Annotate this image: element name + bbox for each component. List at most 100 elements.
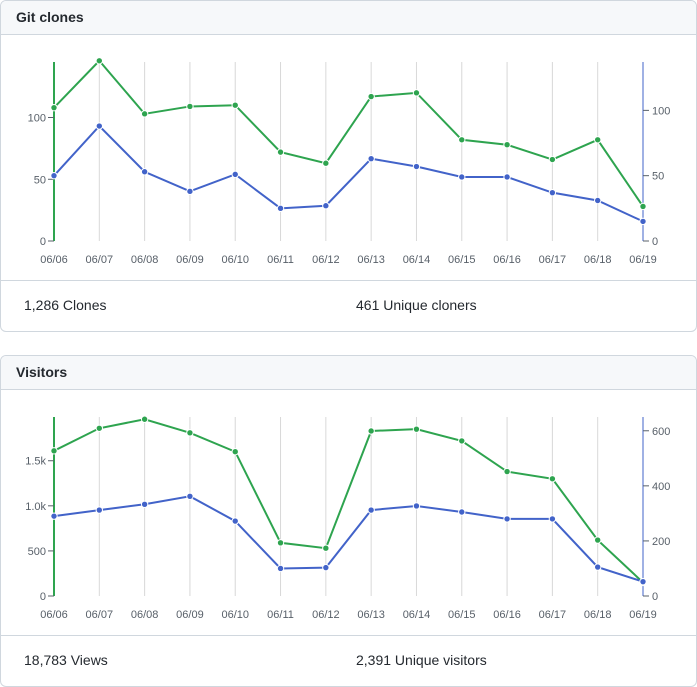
data-point[interactable] [50, 447, 58, 455]
x-tick-label: 06/14 [403, 609, 431, 621]
data-point[interactable] [50, 171, 58, 180]
left-tick-label: 500 [28, 546, 46, 558]
left-tick-label: 100 [28, 113, 46, 125]
clones-title: Git clones [1, 1, 696, 35]
data-point[interactable] [503, 515, 511, 523]
x-tick-label: 06/08 [131, 609, 159, 621]
data-point[interactable] [639, 577, 647, 586]
data-point[interactable] [140, 168, 149, 176]
data-point[interactable] [412, 162, 421, 171]
clones-total: 1,286 Clones [24, 297, 107, 313]
x-tick-label: 06/18 [584, 609, 612, 621]
data-point[interactable] [458, 437, 466, 445]
right-tick-label: 400 [652, 481, 670, 493]
data-point[interactable] [639, 217, 647, 226]
data-point[interactable] [231, 448, 239, 456]
data-point[interactable] [95, 57, 104, 65]
x-tick-label: 06/09 [176, 254, 204, 266]
visitors-chart: 0 500 1.0k 1.5k 0 200 400 600 06/06 06/07 06/08 06/… [25, 415, 670, 621]
data-point[interactable] [503, 141, 511, 149]
data-point[interactable] [95, 424, 104, 432]
data-point[interactable] [458, 508, 466, 516]
right-tick-label: 0 [652, 236, 658, 248]
x-tick-label: 06/14 [403, 254, 431, 266]
x-tick-label: 06/12 [312, 609, 340, 621]
data-point[interactable] [458, 136, 466, 144]
x-tick-label: 06/19 [629, 254, 657, 266]
left-tick-label: 0 [40, 591, 46, 603]
x-tick-label: 06/10 [221, 254, 249, 266]
data-point[interactable] [322, 202, 330, 210]
x-tick-label: 06/16 [493, 254, 521, 266]
left-tick-label: 1.0k [25, 501, 46, 513]
right-tick-label: 0 [652, 591, 658, 603]
x-tick-label: 06/09 [176, 609, 204, 621]
x-tick-label: 06/17 [539, 254, 567, 266]
x-tick-label: 06/17 [539, 609, 567, 621]
data-point[interactable] [276, 539, 285, 547]
x-tick-label: 06/11 [267, 254, 294, 266]
data-point[interactable] [639, 202, 647, 211]
data-point[interactable] [412, 89, 421, 97]
clones-unique: 461 Unique cloners [356, 297, 477, 313]
x-tick-label: 06/13 [357, 254, 385, 266]
right-tick-label: 200 [652, 536, 670, 548]
data-point[interactable] [231, 517, 239, 525]
x-tick-label: 06/06 [40, 609, 68, 621]
visitors-summary: 18,783 Views 2,391 Unique visitors [1, 635, 696, 686]
data-point[interactable] [276, 204, 285, 213]
data-point[interactable] [186, 429, 194, 437]
visitors-panel: Visitors 0 500 1.0k 1.5k 0 200 400 600 06/06 06/0… [0, 355, 697, 687]
data-point[interactable] [140, 415, 149, 423]
data-point[interactable] [95, 122, 104, 130]
data-point[interactable] [186, 492, 194, 501]
x-tick-label: 06/13 [357, 609, 385, 621]
data-point[interactable] [593, 196, 602, 205]
data-point[interactable] [186, 187, 194, 196]
data-point[interactable] [367, 154, 375, 163]
data-point[interactable] [276, 148, 285, 156]
data-point[interactable] [593, 563, 602, 571]
data-point[interactable] [140, 110, 149, 118]
data-point[interactable] [231, 101, 239, 109]
data-point[interactable] [276, 564, 285, 573]
right-tick-label: 100 [652, 105, 670, 117]
x-tick-label: 06/18 [584, 254, 612, 266]
data-point[interactable] [503, 467, 511, 476]
data-point[interactable] [458, 173, 466, 181]
data-point[interactable] [412, 502, 421, 510]
data-point[interactable] [503, 173, 511, 181]
x-tick-label: 06/11 [267, 609, 294, 621]
left-tick-label: 50 [34, 174, 46, 186]
visitors-title: Visitors [1, 356, 696, 390]
x-tick-label: 06/06 [40, 254, 68, 266]
data-point[interactable] [367, 92, 375, 101]
data-point[interactable] [50, 512, 58, 520]
series-line [53, 495, 644, 583]
data-point[interactable] [367, 427, 375, 435]
clones-summary: 1,286 Clones 461 Unique cloners [1, 280, 696, 331]
data-point[interactable] [50, 103, 58, 112]
data-point[interactable] [548, 155, 557, 164]
data-point[interactable] [593, 536, 602, 544]
data-point[interactable] [548, 515, 557, 523]
clones-panel: Git clones 0 50 100 0 50 100 06/06 06/07 06/08 06… [0, 0, 697, 332]
data-point[interactable] [140, 500, 149, 508]
x-tick-label: 06/12 [312, 254, 340, 266]
data-point[interactable] [322, 159, 330, 167]
data-point[interactable] [548, 188, 557, 197]
data-point[interactable] [593, 136, 602, 144]
data-point[interactable] [231, 170, 239, 179]
data-point[interactable] [367, 506, 375, 514]
x-tick-label: 06/07 [86, 254, 114, 266]
clones-chart: 0 50 100 0 50 100 06/06 06/07 06/08 06/09 06/10 06/… [28, 57, 670, 266]
data-point[interactable] [95, 506, 104, 514]
data-point[interactable] [322, 563, 330, 572]
series-line [53, 59, 644, 207]
data-point[interactable] [412, 425, 421, 433]
data-point[interactable] [322, 544, 330, 552]
series-line [53, 418, 644, 584]
x-tick-label: 06/15 [448, 254, 476, 266]
data-point[interactable] [186, 102, 194, 111]
data-point[interactable] [548, 475, 557, 483]
